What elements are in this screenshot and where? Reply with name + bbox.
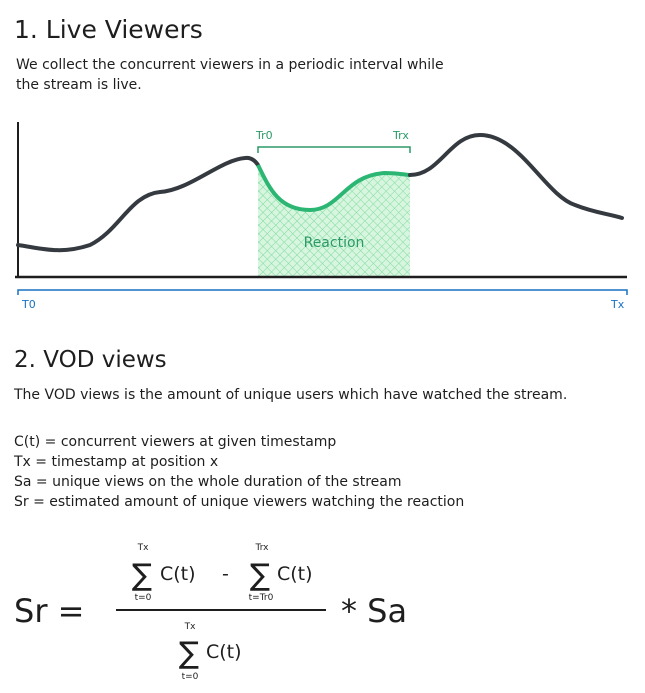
description: The VOD views is the amount of unique us… (13, 387, 567, 403)
sigma: ∑ (179, 636, 199, 671)
sum-term: C(t) (277, 563, 313, 585)
sum-term: C(t) (160, 563, 196, 585)
sum-lower: t=0 (135, 593, 152, 603)
reaction-area (258, 165, 410, 277)
sum-term: C(t) (206, 641, 242, 663)
viewer-curve (16, 155, 260, 253)
definition: Sa = unique views on the whole duration … (14, 474, 402, 490)
sum-upper: Tx (137, 543, 149, 553)
timeline (17, 289, 628, 295)
sum-upper: Tx (184, 622, 196, 632)
section-title: 1. Live Viewers (14, 15, 203, 44)
description-line: the stream is live. (16, 77, 142, 93)
operator: - (222, 563, 229, 585)
description-line: We collect the concurrent viewers in a p… (16, 57, 444, 73)
sum-lower: t=Tr0 (249, 593, 274, 603)
reaction-bracket (257, 146, 411, 153)
definition: C(t) = concurrent viewers at given times… (14, 434, 336, 450)
viewer-curve (408, 132, 624, 220)
formula-rhs: * Sa (341, 592, 407, 630)
reaction-label: Reaction (304, 235, 365, 251)
sigma: ∑ (132, 558, 152, 593)
bracket-label: Tr0 (255, 129, 273, 142)
sigma: ∑ (250, 558, 270, 593)
sum-lower: t=0 (182, 672, 199, 682)
sum-upper: Trx (255, 543, 270, 553)
definition: Sr = estimated amount of unique viewers … (14, 494, 464, 510)
formula-lhs: Sr = (14, 592, 84, 630)
formula: Sr = Tx ∑ t=0 C(t) - Trx ∑ t=Tr0 C(t) * … (14, 543, 407, 682)
bracket-label: Trx (392, 129, 409, 142)
viewer-chart: Tr0 Trx Reaction T0 Tx (15, 122, 628, 311)
definition: Tx = timestamp at position x (13, 454, 218, 470)
timeline-label: T0 (21, 298, 36, 311)
timeline-label: Tx (610, 298, 625, 311)
section-title: 2. VOD views (14, 347, 167, 373)
reaction-curve (256, 164, 411, 213)
